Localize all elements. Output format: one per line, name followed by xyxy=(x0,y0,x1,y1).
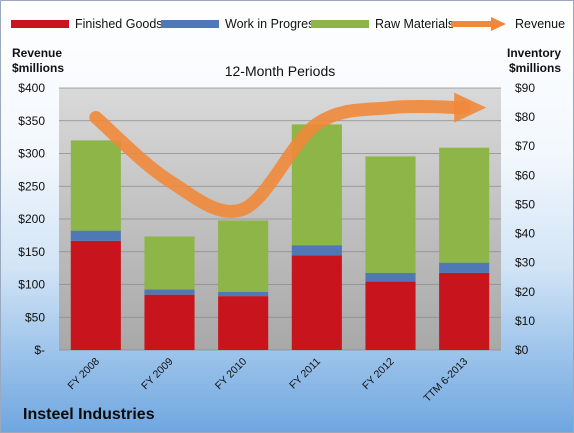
bar-raw-materials xyxy=(70,140,121,231)
bar-work-in-progress xyxy=(144,289,195,295)
x-tick-label: FY 2010 xyxy=(213,356,250,393)
legend-label-raw-materials: Raw Materials xyxy=(375,17,455,31)
right-tick-label: $30 xyxy=(515,256,535,270)
left-tick-label: $50 xyxy=(25,310,45,324)
right-tick-label: $90 xyxy=(515,81,535,95)
legend-swatch-finished-goods xyxy=(11,20,69,28)
right-tick-label: $70 xyxy=(515,139,535,153)
bar-raw-materials xyxy=(218,220,269,292)
bar-finished-goods xyxy=(439,272,490,350)
legend-label-work-in-progress: Work in Progress xyxy=(225,17,321,31)
left-axis-title: Revenue $millions xyxy=(12,46,64,76)
left-axis-title-line2: $millions xyxy=(12,61,65,75)
legend-label-finished-goods: Finished Goods xyxy=(75,17,163,31)
bar-finished-goods xyxy=(218,296,269,350)
legend: Finished Goods Work in Progress Raw Mate… xyxy=(11,14,565,34)
right-tick-label: $60 xyxy=(515,168,535,182)
left-tick-label: $300 xyxy=(18,147,45,161)
x-tick-label: FY 2008 xyxy=(66,356,103,393)
x-tick-label: TTM 6-2013 xyxy=(421,356,470,405)
right-tick-label: $80 xyxy=(515,110,535,124)
bar-raw-materials xyxy=(144,236,195,290)
legend-raw-materials: Raw Materials xyxy=(311,14,454,34)
left-tick-label: $200 xyxy=(18,212,45,226)
right-axis-title-line2: $millions xyxy=(508,61,561,75)
legend-swatch-work-in-progress xyxy=(161,20,219,28)
right-tick-label: $10 xyxy=(515,314,535,328)
left-axis-title-line1: Revenue xyxy=(12,46,63,60)
right-tick-label: $40 xyxy=(515,227,535,241)
bar-work-in-progress xyxy=(439,262,490,273)
legend-work-in-progress: Work in Progress xyxy=(161,14,321,34)
left-tick-label: $150 xyxy=(18,245,45,259)
bar-raw-materials xyxy=(365,156,416,273)
bar-work-in-progress xyxy=(218,291,269,297)
right-axis-title-line1: Inventory xyxy=(506,46,561,60)
left-tick-label: $400 xyxy=(18,81,45,95)
revenue-line xyxy=(89,99,471,218)
left-tick-label: $350 xyxy=(18,114,45,128)
legend-label-revenue: Revenue xyxy=(515,17,566,31)
legend-swatch-raw-materials xyxy=(311,20,369,28)
right-tick-label: $50 xyxy=(515,197,535,211)
x-tick-label: FY 2009 xyxy=(139,356,176,393)
x-tick-label: FY 2012 xyxy=(360,356,397,393)
bar-work-in-progress xyxy=(291,245,342,256)
right-tick-label: $20 xyxy=(515,285,535,299)
right-axis-title: Inventory $millions xyxy=(507,46,561,76)
legend-revenue: Revenue xyxy=(451,14,565,34)
left-tick-label: $250 xyxy=(18,179,45,193)
company-name: Insteel Industries xyxy=(23,406,155,423)
bar-work-in-progress xyxy=(70,230,121,241)
left-tick-label: $100 xyxy=(18,278,45,292)
legend-finished-goods: Finished Goods xyxy=(11,14,163,34)
bar-finished-goods xyxy=(70,240,121,350)
right-tick-label: $0 xyxy=(515,343,529,357)
bar-work-in-progress xyxy=(365,272,416,282)
bar-finished-goods xyxy=(144,294,195,350)
bar-finished-goods xyxy=(365,281,416,350)
bar-raw-materials xyxy=(439,147,490,263)
chart-title: 12-Month Periods xyxy=(224,63,336,79)
left-tick-label: $- xyxy=(34,343,45,357)
x-tick-label: FY 2011 xyxy=(287,356,323,392)
bar-finished-goods xyxy=(291,255,342,350)
revenue-arrowhead xyxy=(454,92,487,123)
legend-swatch-revenue xyxy=(451,17,506,31)
